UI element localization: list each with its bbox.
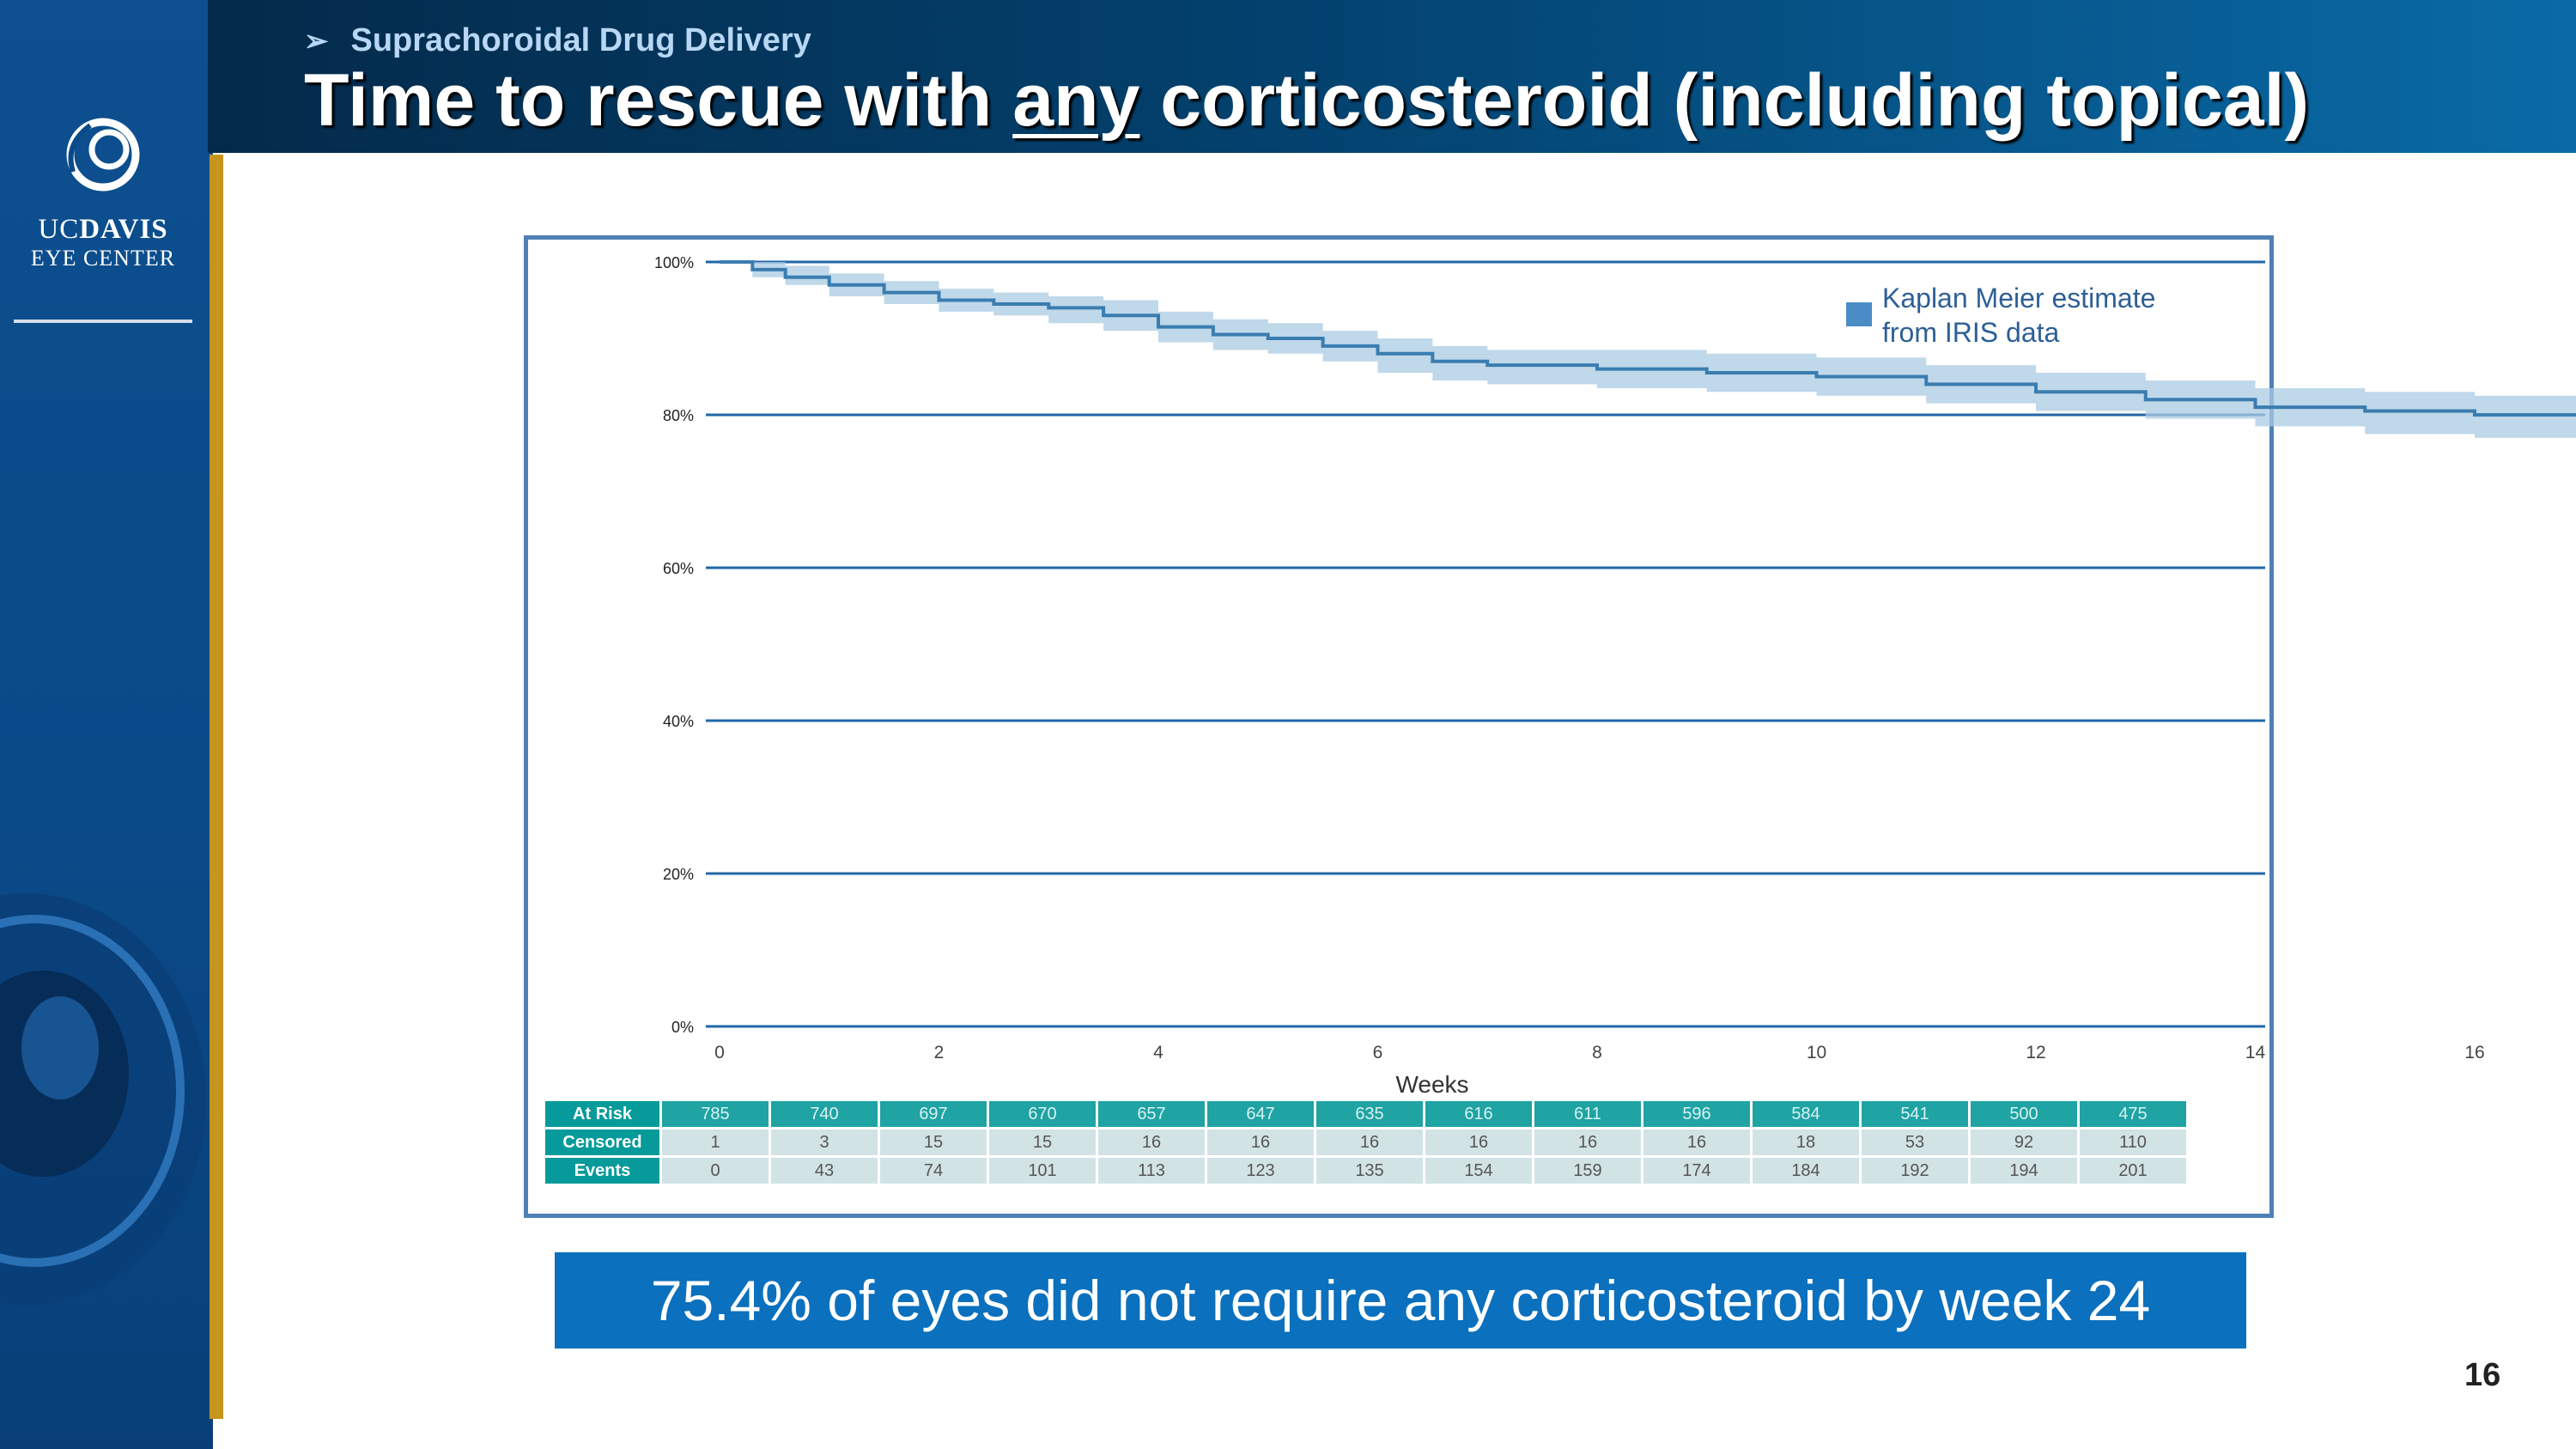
risk-table-cell: 101 xyxy=(989,1158,1096,1184)
risk-table-cell: 3 xyxy=(771,1129,878,1155)
conclusion-banner: 75.4% of eyes did not require any cortic… xyxy=(555,1252,2246,1349)
chart-frame xyxy=(524,235,2274,1218)
section-subtitle: ➢ Suprachoroidal Drug Delivery xyxy=(304,22,811,58)
x-tick-label: 12 xyxy=(2026,1043,2045,1062)
x-tick-label: 0 xyxy=(714,1043,725,1062)
x-tick-label: 8 xyxy=(1592,1043,1602,1062)
logo-wordmark: UCDAVIS xyxy=(38,214,168,245)
risk-table-cell: 785 xyxy=(662,1101,769,1127)
risk-table-cell: 611 xyxy=(1534,1101,1641,1127)
risk-table-cell: 201 xyxy=(2080,1158,2186,1184)
risk-table-cell: 18 xyxy=(1753,1129,1859,1155)
risk-table-cell: 194 xyxy=(1971,1158,2077,1184)
arrow-bullet-icon: ➢ xyxy=(304,25,329,58)
x-tick-label: 6 xyxy=(1373,1043,1383,1062)
gold-accent-bar xyxy=(210,155,223,1419)
ucdavis-logo: UCDAVIS EYE CENTER xyxy=(26,110,180,271)
risk-table-cell: 192 xyxy=(1862,1158,1968,1184)
risk-table-cell: 16 xyxy=(1207,1129,1314,1155)
risk-table-cell: 43 xyxy=(771,1158,878,1184)
page-number: 16 xyxy=(2464,1357,2501,1393)
risk-table-cell: 596 xyxy=(1643,1101,1750,1127)
risk-table-cell: 16 xyxy=(1643,1129,1750,1155)
risk-table-cell: 740 xyxy=(771,1101,878,1127)
risk-table-cell: 475 xyxy=(2080,1101,2186,1127)
risk-table-cell: 15 xyxy=(880,1129,987,1155)
risk-table-cell: 53 xyxy=(1862,1129,1968,1155)
risk-table-cell: 657 xyxy=(1098,1101,1205,1127)
risk-table-cell: 0 xyxy=(662,1158,769,1184)
legend-label: Kaplan Meier estimate xyxy=(1882,283,2155,314)
legend-swatch xyxy=(1846,302,1872,326)
risk-table-cell: 154 xyxy=(1425,1158,1532,1184)
x-axis-title: Weeks xyxy=(1395,1071,1468,1098)
risk-table-row: At Risk 785 740 697 670 657 647 635 616 611 596 584… xyxy=(545,1101,2186,1127)
risk-table-row: Censored 1 3 15 15 16 16 16 16 16 16 18 53 92 110 xyxy=(545,1129,2186,1155)
risk-table-cell: 184 xyxy=(1753,1158,1859,1184)
risk-table-cell: 500 xyxy=(1971,1101,2077,1127)
risk-table-cell: 159 xyxy=(1534,1158,1641,1184)
y-tick-label: 100% xyxy=(654,254,694,271)
risk-table-cell: 670 xyxy=(989,1101,1096,1127)
x-tick-label: 16 xyxy=(2464,1043,2484,1062)
risk-table-cell: 15 xyxy=(989,1129,1096,1155)
y-tick-label: 20% xyxy=(663,866,694,883)
risk-table-cell: 74 xyxy=(880,1158,987,1184)
risk-table-cell: 110 xyxy=(2080,1129,2186,1155)
risk-table-cell: 16 xyxy=(1316,1129,1423,1155)
y-tick-label: 80% xyxy=(663,407,694,424)
y-tick-label: 40% xyxy=(663,713,694,730)
risk-table-cell: 635 xyxy=(1316,1101,1423,1127)
x-tick-label: 2 xyxy=(934,1043,945,1062)
risk-table-cell: 113 xyxy=(1098,1158,1205,1184)
risk-table-cell: 16 xyxy=(1534,1129,1641,1155)
risk-table-row-label: At Risk xyxy=(545,1101,659,1127)
header-banner xyxy=(208,0,2576,153)
km-curve-line xyxy=(720,260,2576,417)
risk-table: At Risk 785 740 697 670 657 647 635 616 611 596 584… xyxy=(543,1099,2189,1186)
risk-table-cell: 92 xyxy=(1971,1129,2077,1155)
risk-table-row-label: Censored xyxy=(545,1129,659,1155)
x-tick-label: 14 xyxy=(2245,1043,2266,1062)
logo-swirl-icon xyxy=(66,118,140,192)
risk-table-cell: 616 xyxy=(1425,1101,1532,1127)
legend-label: from IRIS data xyxy=(1882,317,2060,348)
risk-table-cell: 174 xyxy=(1643,1158,1750,1184)
risk-table-cell: 123 xyxy=(1207,1158,1314,1184)
logo-divider xyxy=(14,320,192,323)
risk-table-cell: 541 xyxy=(1862,1101,1968,1127)
risk-table-cell: 16 xyxy=(1098,1129,1205,1155)
logo-subtitle: EYE CENTER xyxy=(30,246,176,271)
confidence-band xyxy=(720,262,2576,438)
risk-table-row-label: Events xyxy=(545,1158,659,1184)
risk-table-cell: 1 xyxy=(662,1129,769,1155)
sidebar: UCDAVIS EYE CENTER xyxy=(0,0,213,1449)
risk-table-cell: 697 xyxy=(880,1101,987,1127)
y-tick-label: 0% xyxy=(671,1019,694,1036)
x-tick-label: 10 xyxy=(1807,1043,1826,1062)
risk-table-cell: 135 xyxy=(1316,1158,1423,1184)
risk-table-cell: 647 xyxy=(1207,1101,1314,1127)
eye-illustration xyxy=(0,893,206,1306)
x-tick-label: 4 xyxy=(1153,1043,1163,1062)
risk-table-row: Events 0 43 74 101 113 123 135 154 159 174 184 192 19… xyxy=(545,1158,2186,1184)
slide-title: Time to rescue with any corticosteroid (… xyxy=(304,59,2310,142)
risk-table-cell: 584 xyxy=(1753,1101,1859,1127)
risk-table-cell: 16 xyxy=(1425,1129,1532,1155)
y-tick-label: 60% xyxy=(663,560,694,577)
